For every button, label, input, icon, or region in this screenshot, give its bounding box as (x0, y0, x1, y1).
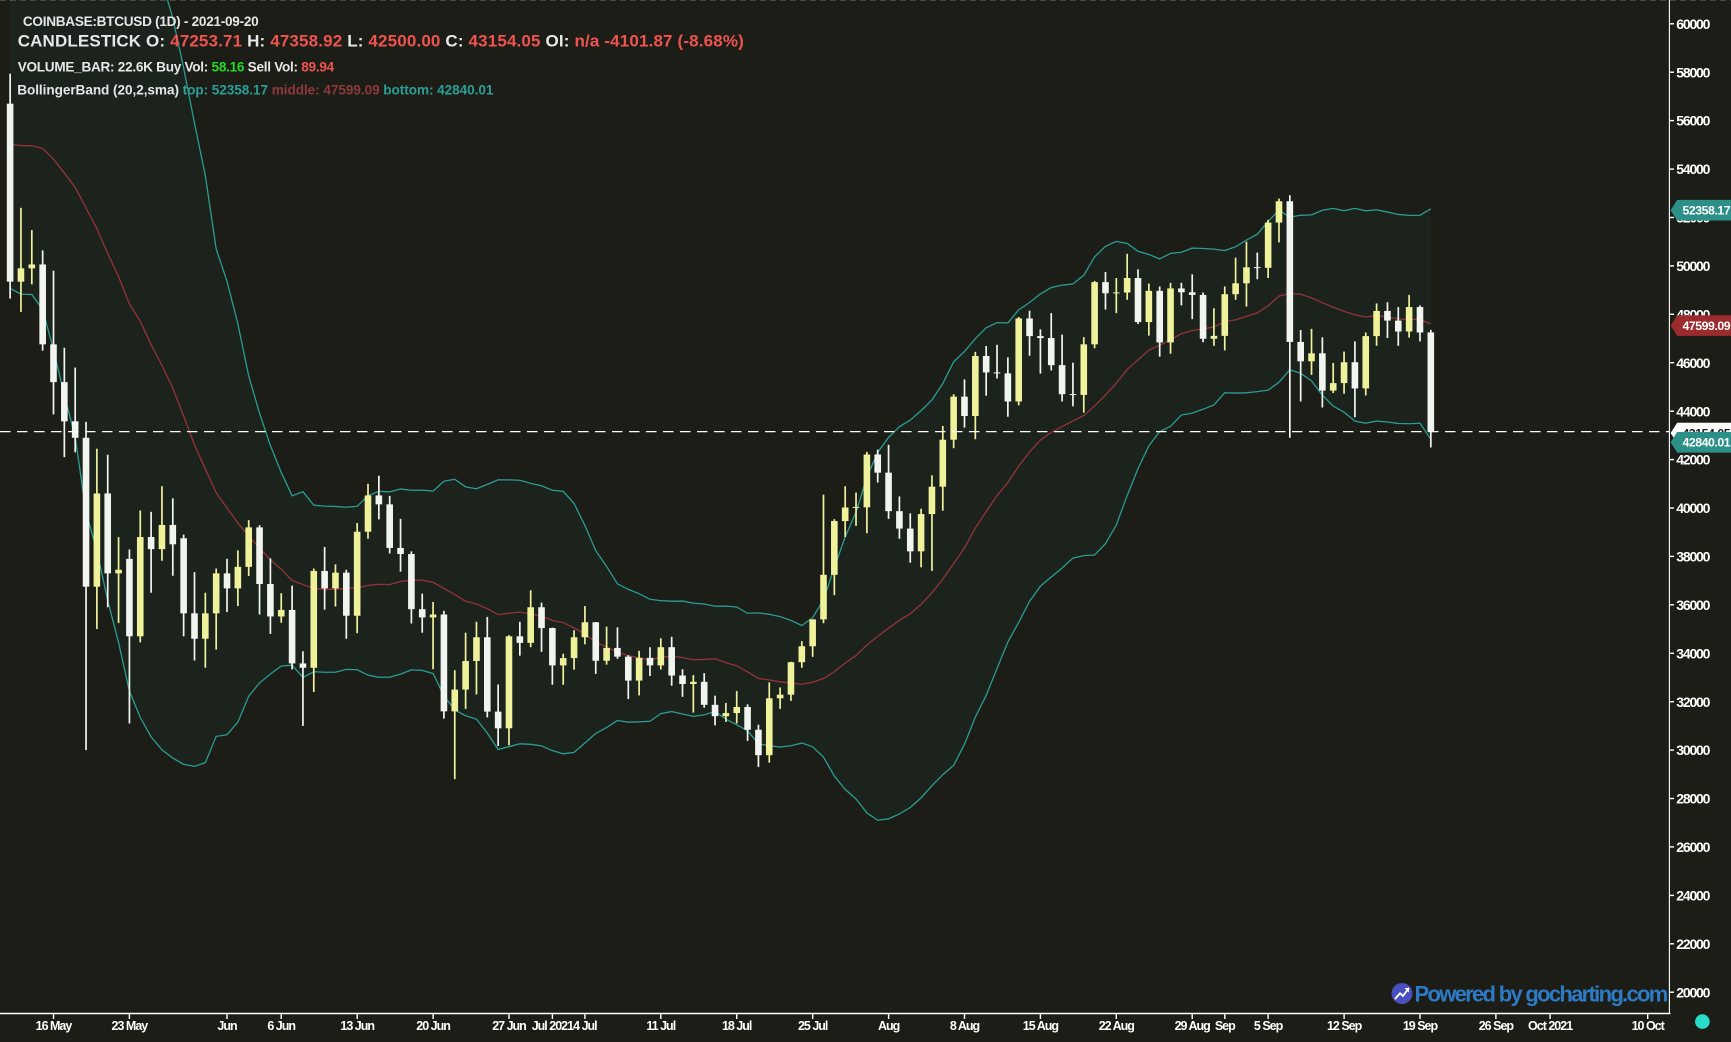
svg-text:Sep: Sep (1215, 1019, 1236, 1033)
svg-text:10 Oct: 10 Oct (1632, 1019, 1666, 1033)
svg-text:Oct 2021: Oct 2021 (1528, 1019, 1573, 1033)
svg-text:29 Aug: 29 Aug (1175, 1019, 1211, 1033)
svg-text:4 Jul: 4 Jul (573, 1019, 597, 1033)
svg-text:40000: 40000 (1676, 500, 1710, 516)
svg-text:22000: 22000 (1676, 936, 1710, 952)
svg-text:22 Aug: 22 Aug (1099, 1019, 1135, 1033)
svg-text:5 Sep: 5 Sep (1254, 1019, 1284, 1033)
svg-text:27 Jun: 27 Jun (492, 1019, 526, 1033)
svg-text:Powered by gocharting.com: Powered by gocharting.com (1415, 982, 1668, 1007)
svg-text:54000: 54000 (1676, 161, 1710, 177)
svg-text:34000: 34000 (1676, 645, 1710, 661)
svg-text:46000: 46000 (1676, 355, 1710, 371)
svg-text:13 Jun: 13 Jun (340, 1019, 374, 1033)
svg-text:23 May: 23 May (112, 1019, 149, 1033)
svg-text:30000: 30000 (1676, 742, 1710, 758)
svg-text:6 Jun: 6 Jun (267, 1019, 295, 1033)
svg-text:12 Sep: 12 Sep (1327, 1019, 1363, 1033)
svg-text:Jul 2021: Jul 2021 (532, 1019, 574, 1033)
svg-text:28000: 28000 (1676, 791, 1710, 807)
svg-text:52358.17: 52358.17 (1683, 204, 1731, 218)
svg-text:44000: 44000 (1676, 403, 1710, 419)
svg-text:50000: 50000 (1676, 258, 1710, 274)
svg-text:56000: 56000 (1676, 113, 1710, 129)
svg-text:36000: 36000 (1676, 597, 1710, 613)
svg-text:32000: 32000 (1676, 694, 1710, 710)
svg-text:58000: 58000 (1676, 64, 1710, 80)
svg-text:Jun: Jun (217, 1019, 237, 1033)
svg-text:24000: 24000 (1676, 888, 1710, 904)
svg-text:18 Jul: 18 Jul (722, 1019, 752, 1033)
svg-text:16 May: 16 May (36, 1019, 73, 1033)
svg-text:42000: 42000 (1676, 452, 1710, 468)
svg-text:42840.01: 42840.01 (1683, 436, 1731, 450)
svg-text:VOLUME_BAR: 22.6K Buy Vol: 58.: VOLUME_BAR: 22.6K Buy Vol: 58.16 Sell Vo… (18, 59, 335, 74)
svg-text:BollingerBand (20,2,sma) top:: BollingerBand (20,2,sma) top: 52358.17 m… (17, 83, 494, 98)
svg-text:11 Jul: 11 Jul (646, 1019, 675, 1033)
svg-text:26000: 26000 (1676, 839, 1710, 855)
svg-text:CANDLESTICK O: 47253.71 H: 473: CANDLESTICK O: 47253.71 H: 47358.92 L: 4… (18, 31, 744, 50)
svg-text:19 Sep: 19 Sep (1403, 1019, 1439, 1033)
svg-text:38000: 38000 (1676, 549, 1710, 565)
svg-text:Aug: Aug (878, 1019, 900, 1033)
svg-text:25 Jul: 25 Jul (798, 1019, 828, 1033)
svg-text:20000: 20000 (1676, 984, 1710, 1000)
svg-text:60000: 60000 (1676, 16, 1710, 32)
svg-text:COINBASE:BTCUSD (1D) - 2021-09: COINBASE:BTCUSD (1D) - 2021-09-20 (23, 14, 259, 29)
svg-text:26 Sep: 26 Sep (1479, 1019, 1515, 1033)
svg-text:47599.09: 47599.09 (1683, 319, 1731, 333)
svg-text:8 Aug: 8 Aug (950, 1019, 980, 1033)
svg-text:20 Jun: 20 Jun (416, 1019, 450, 1033)
svg-text:15 Aug: 15 Aug (1023, 1019, 1059, 1033)
